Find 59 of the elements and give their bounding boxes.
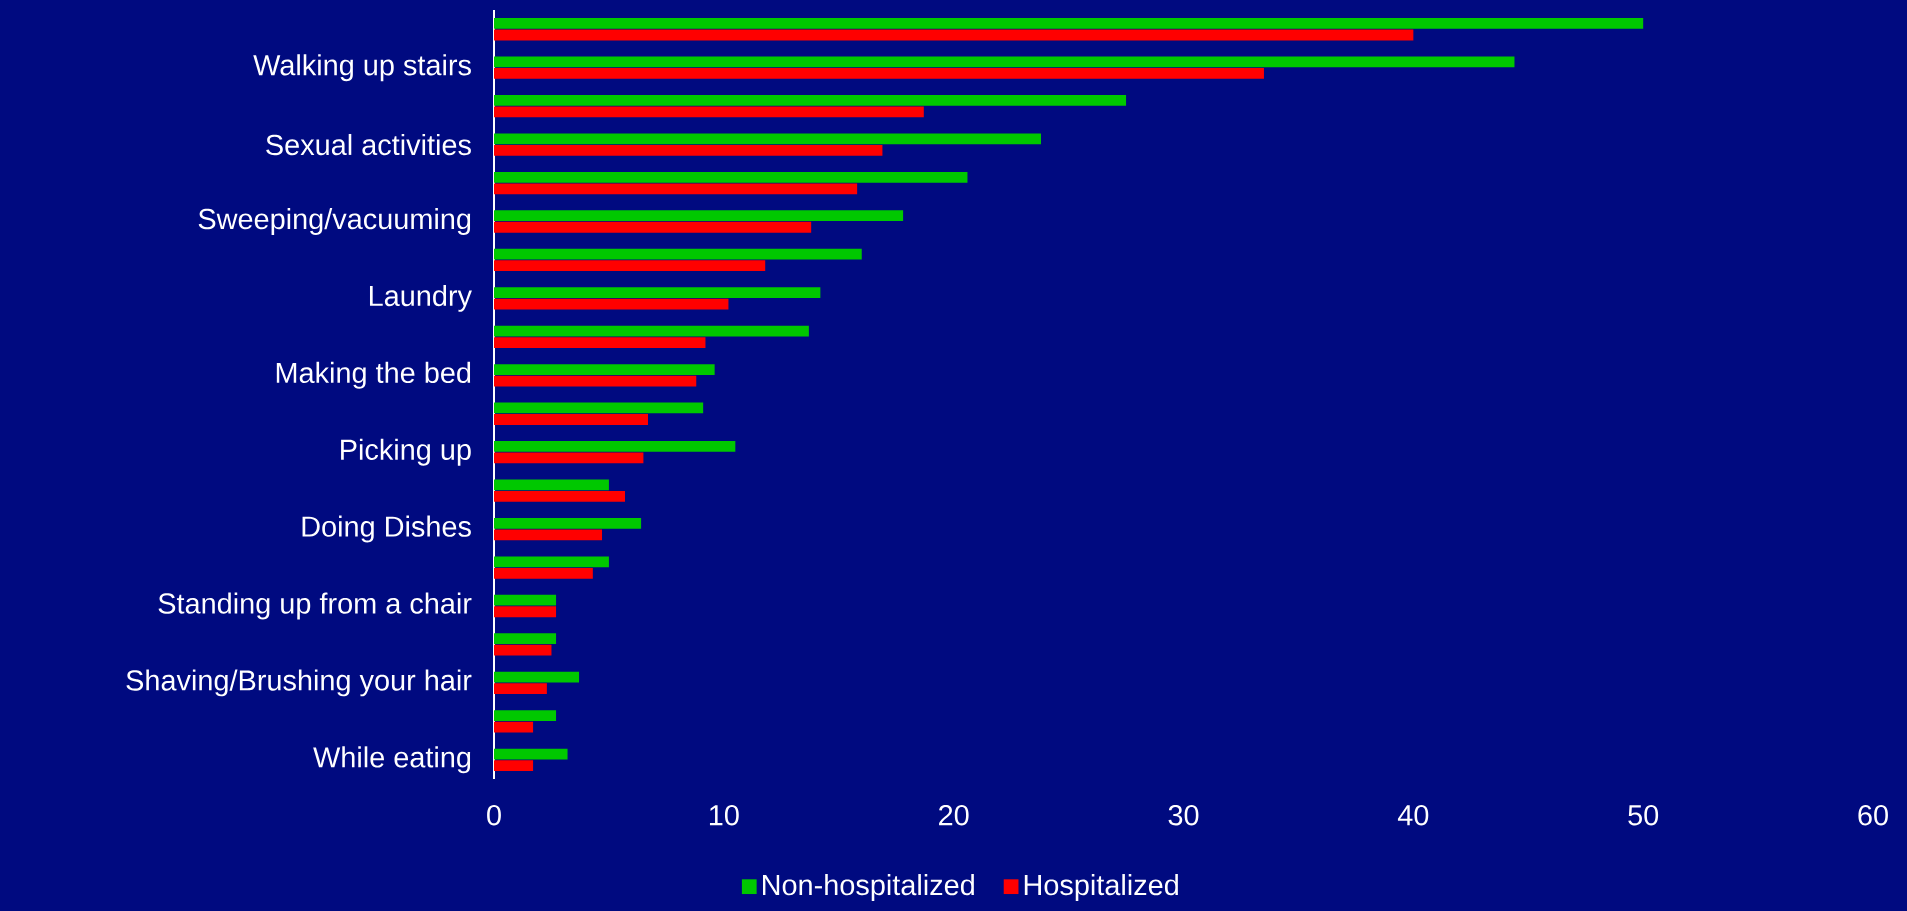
bar bbox=[494, 337, 706, 348]
bar bbox=[494, 133, 1042, 145]
bar bbox=[494, 710, 557, 721]
bar bbox=[494, 29, 1414, 41]
bar bbox=[494, 594, 557, 606]
bar bbox=[494, 633, 557, 645]
y-tick-label: Sweeping/vacuuming bbox=[198, 208, 471, 235]
bar bbox=[494, 171, 968, 183]
bar bbox=[494, 529, 603, 541]
bar bbox=[494, 221, 812, 233]
bar bbox=[494, 56, 1515, 68]
bar bbox=[494, 517, 642, 529]
bar bbox=[494, 210, 904, 222]
x-tick-label: 50 bbox=[1628, 804, 1659, 826]
bar bbox=[494, 94, 1127, 106]
legend-label: Hospitalized bbox=[1024, 874, 1178, 901]
y-tick-label: Laundry bbox=[369, 284, 472, 312]
y-tick-label: While eating bbox=[313, 746, 471, 774]
y-tick-label: Making the bed bbox=[276, 361, 471, 389]
bar bbox=[494, 298, 729, 310]
bar bbox=[494, 68, 1264, 79]
bar bbox=[494, 606, 557, 618]
x-tick-label: 40 bbox=[1397, 804, 1429, 826]
x-tick-label: 60 bbox=[1858, 804, 1888, 826]
bar bbox=[494, 414, 648, 425]
x-tick-label: 10 bbox=[709, 804, 739, 826]
bar bbox=[494, 287, 821, 298]
bar bbox=[494, 760, 534, 771]
y-tick-label: Doing Dishes bbox=[302, 515, 471, 543]
bar bbox=[494, 567, 593, 579]
bar bbox=[494, 183, 858, 195]
x-tick-label: 20 bbox=[939, 804, 969, 826]
bar bbox=[494, 144, 883, 156]
x-tick-label: 0 bbox=[487, 804, 501, 826]
legend-label: Non-hospitalized bbox=[763, 874, 974, 901]
bar bbox=[494, 441, 736, 452]
y-tick-label: Walking up stairs bbox=[253, 54, 471, 82]
y-tick-label: Picking up bbox=[341, 438, 471, 466]
y-tick-label: Shaving/Brushing your hair bbox=[126, 669, 472, 697]
y-tick-label: Standing up from a chair bbox=[158, 592, 472, 620]
bar bbox=[494, 479, 609, 491]
bar bbox=[494, 721, 534, 733]
bar bbox=[494, 671, 580, 683]
bar bbox=[494, 683, 547, 695]
bar bbox=[494, 644, 552, 656]
bar bbox=[494, 748, 568, 760]
bar bbox=[494, 248, 862, 260]
bar bbox=[494, 556, 609, 568]
bar bbox=[494, 375, 697, 387]
bar bbox=[494, 364, 715, 375]
bar bbox=[494, 402, 704, 414]
bar bbox=[494, 325, 809, 337]
bar bbox=[494, 491, 626, 502]
bar bbox=[494, 106, 924, 118]
bar bbox=[494, 452, 644, 464]
y-tick-label: Sexual activities bbox=[266, 133, 471, 156]
x-tick-label: 30 bbox=[1168, 804, 1199, 826]
bar bbox=[494, 260, 766, 272]
bar bbox=[494, 18, 1644, 29]
